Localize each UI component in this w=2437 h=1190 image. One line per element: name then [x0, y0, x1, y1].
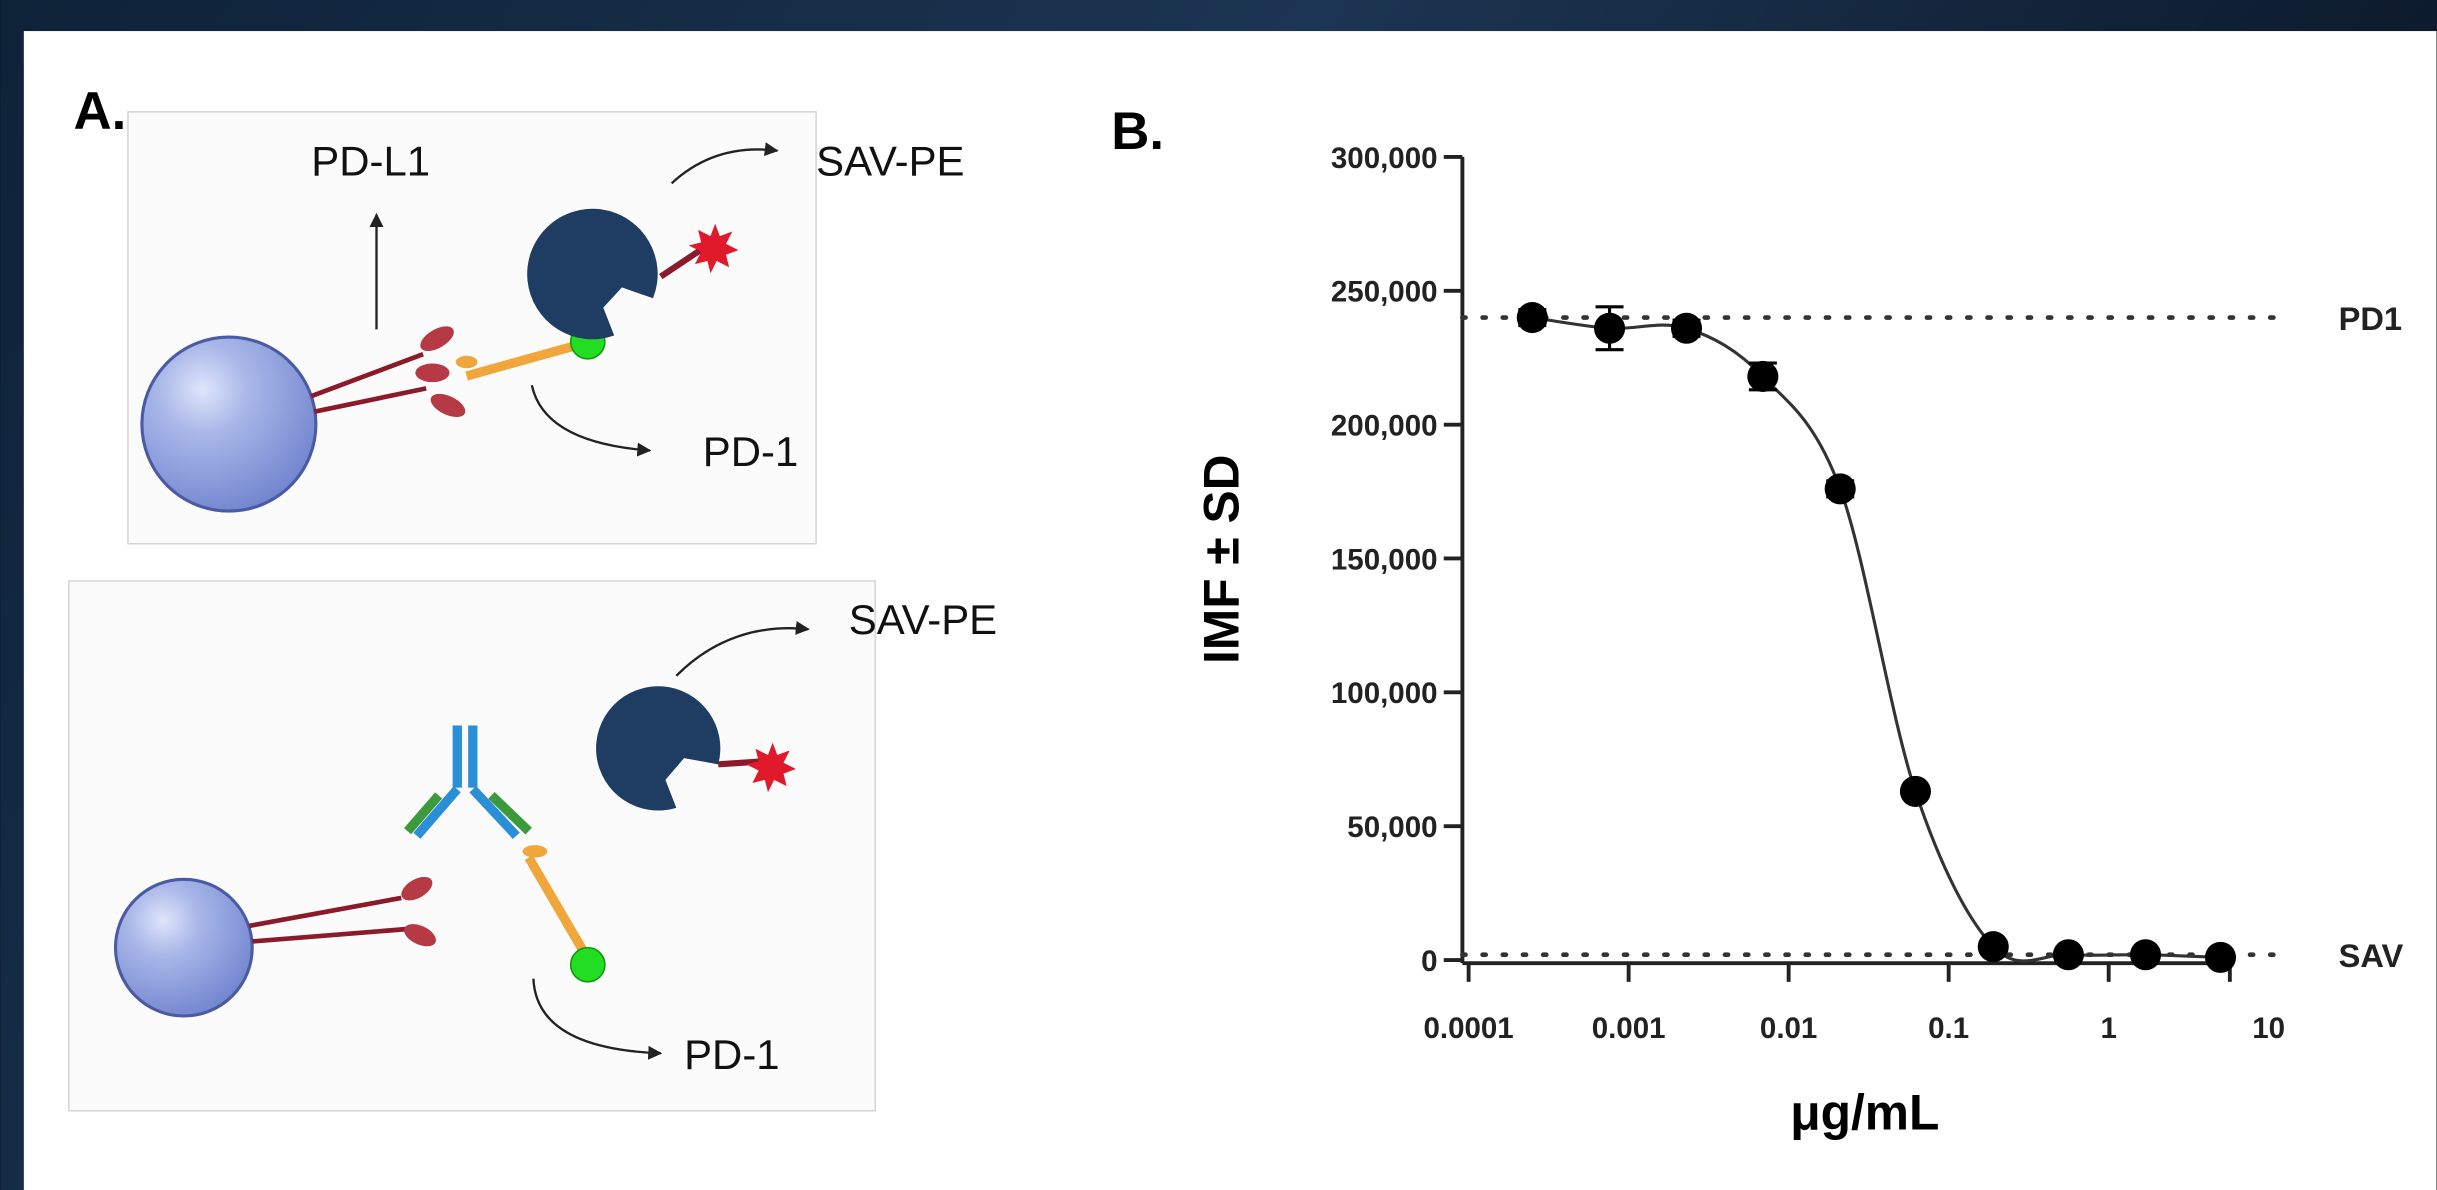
x-tick-label: 0.001	[1592, 1012, 1666, 1045]
stalk	[252, 926, 408, 944]
pe-star	[688, 223, 739, 274]
receptor-head	[455, 355, 478, 369]
bead	[140, 335, 318, 513]
data-point	[1977, 931, 2009, 963]
y-tick-label: 200,000	[1331, 410, 1438, 443]
streptavidin	[596, 686, 721, 811]
data-point	[2052, 939, 2084, 971]
antibody-light	[488, 792, 532, 835]
y-axis-label: IMF ± SD	[1194, 455, 1250, 665]
y-tick-label: 300,000	[1331, 142, 1438, 175]
data-point	[2204, 941, 2237, 973]
y-tick-label: 250,000	[1331, 276, 1438, 309]
diagram-bottom: SAV-PE PD-1	[68, 580, 997, 1112]
receptor	[524, 855, 588, 954]
arrow	[530, 385, 652, 457]
y-tick-label: 50,000	[1347, 811, 1437, 844]
y-tick-label: 150,000	[1331, 543, 1438, 576]
label-pd-1: PD-1	[703, 428, 799, 475]
x-tick-label: 0.0001	[1424, 1012, 1514, 1045]
x-tick-label: 0.1	[1928, 1012, 1969, 1045]
label-sav-pe: SAV-PE	[849, 596, 997, 643]
ligand-lobe	[430, 393, 466, 418]
reference-label: SAV	[2339, 937, 2404, 974]
stalk	[248, 895, 402, 929]
antibody-heavy	[452, 725, 462, 788]
antibody-arm	[469, 786, 520, 839]
y-tick-label: 100,000	[1331, 677, 1438, 710]
x-tick-label: 0.01	[1760, 1012, 1817, 1045]
panel-label: B.	[1111, 102, 1164, 161]
label-pd-1: PD-1	[684, 1031, 780, 1078]
antibody-light	[404, 792, 443, 835]
data-point	[2130, 939, 2162, 971]
label-pd-l1: PD-L1	[311, 138, 430, 185]
antibody-arm	[413, 786, 461, 839]
chart: B. μg/mL IMF ± SD 0 50,000 100,000 150,000 2…	[1111, 102, 2403, 1140]
data-point	[1824, 473, 1856, 505]
bead	[113, 877, 254, 1018]
antibody-heavy	[468, 725, 478, 788]
data-point	[1594, 312, 1626, 344]
receptor	[465, 340, 580, 381]
ligand-lobe	[415, 363, 450, 383]
ligand-lobe	[420, 326, 454, 351]
reference-label: PD1	[2339, 300, 2402, 337]
arrow	[532, 978, 663, 1060]
label-sav-pe: SAV-PE	[816, 138, 964, 185]
ligand-lobe	[404, 924, 436, 947]
arrow	[670, 142, 779, 185]
data-point	[1516, 302, 1548, 334]
data-point	[1899, 775, 1931, 807]
stalk	[310, 352, 424, 399]
biotin	[569, 946, 606, 983]
arrow	[675, 620, 810, 677]
y-tick-label: 0	[1421, 945, 1437, 978]
data-point	[1747, 360, 1779, 392]
x-tick-label: 1	[2100, 1012, 2116, 1045]
diagram-top: PD-L1 SAV-PE PD-1	[127, 111, 965, 545]
stalk	[313, 386, 427, 414]
streptavidin	[527, 208, 658, 340]
ligand-lobe	[401, 876, 433, 901]
panel-label: A.	[74, 82, 127, 141]
diagram-box	[68, 580, 876, 1112]
x-tick-label: 10	[2252, 1012, 2285, 1045]
data-point	[1670, 312, 1703, 344]
receptor-head	[522, 845, 548, 858]
x-axis-label: μg/mL	[1790, 1084, 1939, 1140]
pe-star	[746, 742, 796, 793]
